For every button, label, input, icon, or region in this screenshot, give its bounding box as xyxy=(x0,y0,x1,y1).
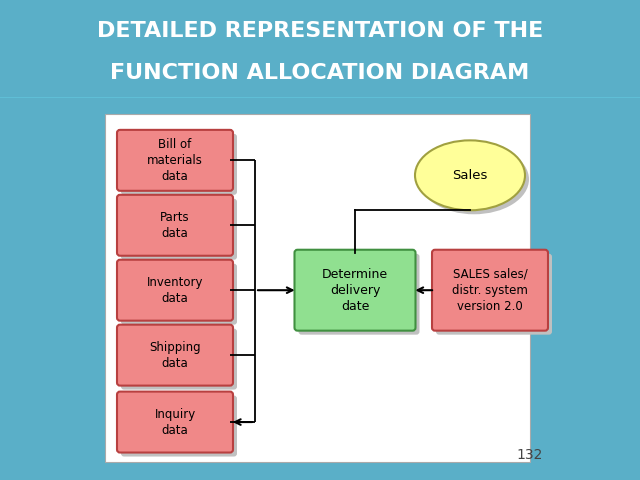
Text: DETAILED REPRESENTATION OF THE: DETAILED REPRESENTATION OF THE xyxy=(97,22,543,41)
FancyBboxPatch shape xyxy=(121,329,237,390)
FancyBboxPatch shape xyxy=(117,392,233,453)
Text: Bill of
materials
data: Bill of materials data xyxy=(147,138,203,183)
FancyBboxPatch shape xyxy=(298,254,419,335)
Text: Sales: Sales xyxy=(452,169,488,182)
FancyBboxPatch shape xyxy=(117,260,233,321)
Text: FUNCTION ALLOCATION DIAGRAM: FUNCTION ALLOCATION DIAGRAM xyxy=(110,63,530,83)
FancyBboxPatch shape xyxy=(294,250,415,331)
Text: 132: 132 xyxy=(517,448,543,462)
FancyBboxPatch shape xyxy=(121,199,237,260)
FancyBboxPatch shape xyxy=(121,396,237,456)
Text: Parts
data: Parts data xyxy=(160,211,190,240)
Text: Inventory
data: Inventory data xyxy=(147,276,204,305)
Text: SALES sales/
distr. system
version 2.0: SALES sales/ distr. system version 2.0 xyxy=(452,268,528,312)
FancyBboxPatch shape xyxy=(436,254,552,335)
FancyBboxPatch shape xyxy=(121,264,237,324)
Bar xyxy=(105,114,530,462)
Ellipse shape xyxy=(419,144,529,214)
Text: Determine
delivery
date: Determine delivery date xyxy=(322,268,388,312)
Text: Inquiry
data: Inquiry data xyxy=(154,408,196,437)
Ellipse shape xyxy=(415,140,525,210)
FancyBboxPatch shape xyxy=(117,324,233,385)
Text: Shipping
data: Shipping data xyxy=(149,341,201,370)
FancyBboxPatch shape xyxy=(117,130,233,191)
FancyBboxPatch shape xyxy=(432,250,548,331)
FancyBboxPatch shape xyxy=(117,195,233,256)
FancyBboxPatch shape xyxy=(121,134,237,195)
